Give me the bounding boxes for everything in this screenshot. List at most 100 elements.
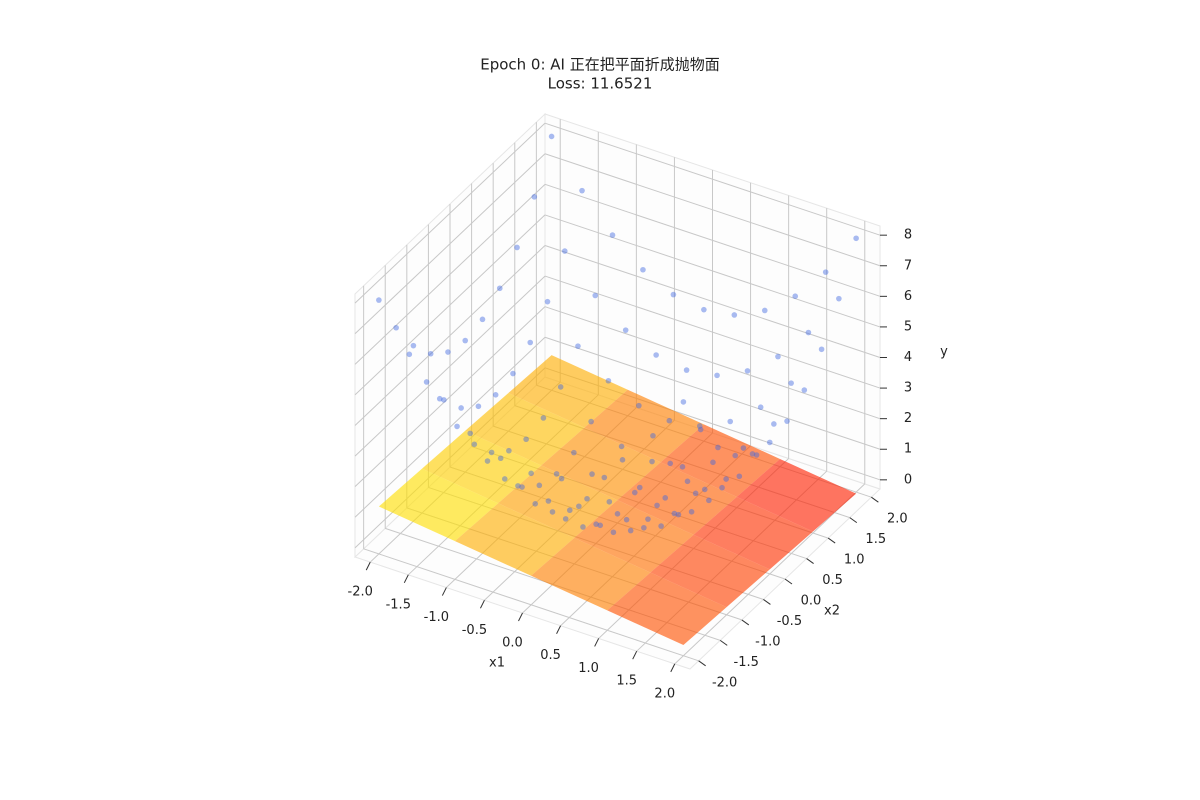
data-point <box>532 501 539 507</box>
data-point <box>688 509 695 515</box>
data-point <box>740 445 747 451</box>
data-point <box>701 306 707 313</box>
x2-tick-label: 1.5 <box>865 532 886 547</box>
data-point <box>805 329 812 336</box>
surface-patch <box>531 537 651 611</box>
data-point <box>488 449 495 456</box>
data-point <box>636 402 642 409</box>
data-point <box>753 452 760 458</box>
y-tick-label: 6 <box>904 289 912 304</box>
data-point <box>593 521 599 527</box>
data-point <box>853 235 859 242</box>
data-point <box>701 486 708 493</box>
data-point <box>575 343 581 349</box>
data-point <box>479 316 486 323</box>
data-point <box>571 449 577 456</box>
data-point <box>610 529 617 536</box>
data-point <box>818 346 825 353</box>
data-point <box>697 426 704 433</box>
data-point <box>544 298 551 305</box>
surface-patch <box>422 430 542 504</box>
data-point <box>631 489 638 496</box>
grid-line <box>354 183 546 365</box>
x2-tick-label: -0.5 <box>777 614 802 629</box>
x1-tick <box>632 650 638 660</box>
data-point <box>427 350 434 357</box>
data-point <box>501 476 508 482</box>
data-point <box>766 439 773 446</box>
data-point <box>454 423 460 430</box>
surface-patch <box>650 534 770 608</box>
grid-line <box>354 122 546 304</box>
data-point <box>653 352 659 358</box>
y-tick-label: 4 <box>904 350 912 365</box>
x2-tick-label: -1.5 <box>734 655 759 670</box>
data-point <box>609 232 616 238</box>
surface-patch <box>574 500 694 573</box>
data-point <box>622 327 629 333</box>
grid-line <box>544 183 881 297</box>
x2-tick-label: 0.5 <box>822 573 843 588</box>
data-point <box>649 458 655 465</box>
data-point <box>671 510 678 517</box>
data-point <box>406 351 413 358</box>
data-point <box>514 244 520 251</box>
data-point <box>836 295 842 302</box>
x2-axis-label: x2 <box>824 604 840 619</box>
data-point <box>723 476 729 482</box>
data-point <box>410 342 417 349</box>
x2-tick-label: 2.0 <box>887 512 908 527</box>
x1-tick <box>670 663 676 673</box>
data-point <box>601 474 608 481</box>
data-point <box>641 524 647 531</box>
data-point <box>566 507 573 514</box>
data-point <box>761 307 768 314</box>
chart-title: Epoch 0: AI 正在把平面折成抛物面 <box>480 56 720 74</box>
data-point <box>719 484 725 491</box>
x1-tick <box>365 561 371 571</box>
x1-tick-label: 1.5 <box>616 674 637 689</box>
data-point <box>623 516 630 523</box>
data-point <box>658 523 664 529</box>
x2-tick <box>871 496 879 503</box>
surface-patch <box>660 424 780 497</box>
data-point <box>557 384 564 390</box>
data-point <box>680 399 687 405</box>
x1-tick-label: 1.0 <box>578 661 599 676</box>
data-point <box>558 475 565 482</box>
grid-line <box>354 153 546 335</box>
surface-patch <box>508 355 628 428</box>
data-point <box>515 483 521 489</box>
y-tick-label: 8 <box>904 228 912 243</box>
data-point <box>788 380 794 386</box>
data-point <box>467 430 474 437</box>
data-point <box>376 297 382 303</box>
data-point <box>731 312 738 318</box>
data-point <box>597 522 604 529</box>
data-point <box>675 511 682 518</box>
data-point <box>684 478 691 485</box>
data-point <box>462 337 469 344</box>
data-point <box>545 498 552 504</box>
x2-tick-label: -1.0 <box>755 634 780 649</box>
data-point <box>580 524 586 530</box>
x2-tick <box>849 517 858 524</box>
x1-axis-label: x1 <box>489 656 505 671</box>
y-tick-label: 0 <box>904 472 912 487</box>
data-point <box>670 291 677 298</box>
x2-tick <box>719 639 728 646</box>
y-tick-label: 1 <box>904 442 912 457</box>
grid-line <box>544 275 881 389</box>
data-point <box>579 187 585 194</box>
y-tick-label: 2 <box>904 411 912 426</box>
x1-tick-label: -0.5 <box>462 623 487 638</box>
x2-tick <box>806 558 814 564</box>
surface-patch <box>498 465 618 538</box>
grid-line <box>544 153 881 267</box>
surface-patch <box>693 496 813 570</box>
data-point <box>614 511 621 517</box>
data-point <box>692 490 699 497</box>
data-point <box>492 392 499 398</box>
x2-tick <box>827 537 836 544</box>
data-point <box>627 527 634 534</box>
